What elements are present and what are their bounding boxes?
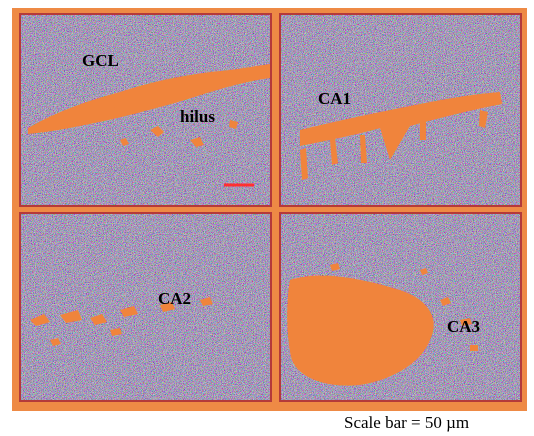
stain <box>287 275 434 386</box>
panel: CA2 <box>19 212 272 402</box>
panel-border <box>279 13 522 207</box>
panel-border <box>19 212 272 402</box>
region-label: hilus <box>180 107 215 126</box>
micrograph <box>20 213 271 401</box>
stain <box>30 297 213 346</box>
stain <box>100 104 238 147</box>
panel: CA3 <box>279 212 522 402</box>
panel-border <box>279 212 522 402</box>
panel-border <box>19 13 272 207</box>
region-label: CA2 <box>158 289 191 308</box>
stain <box>300 92 502 160</box>
caption: Scale bar = 50 µm <box>344 413 469 432</box>
stain <box>28 64 270 134</box>
panel: GCL hilus <box>19 13 272 207</box>
region-label: CA3 <box>447 317 480 336</box>
panel: CA1 <box>279 13 522 207</box>
region-label: CA1 <box>318 89 351 108</box>
region-label: GCL <box>82 51 119 70</box>
